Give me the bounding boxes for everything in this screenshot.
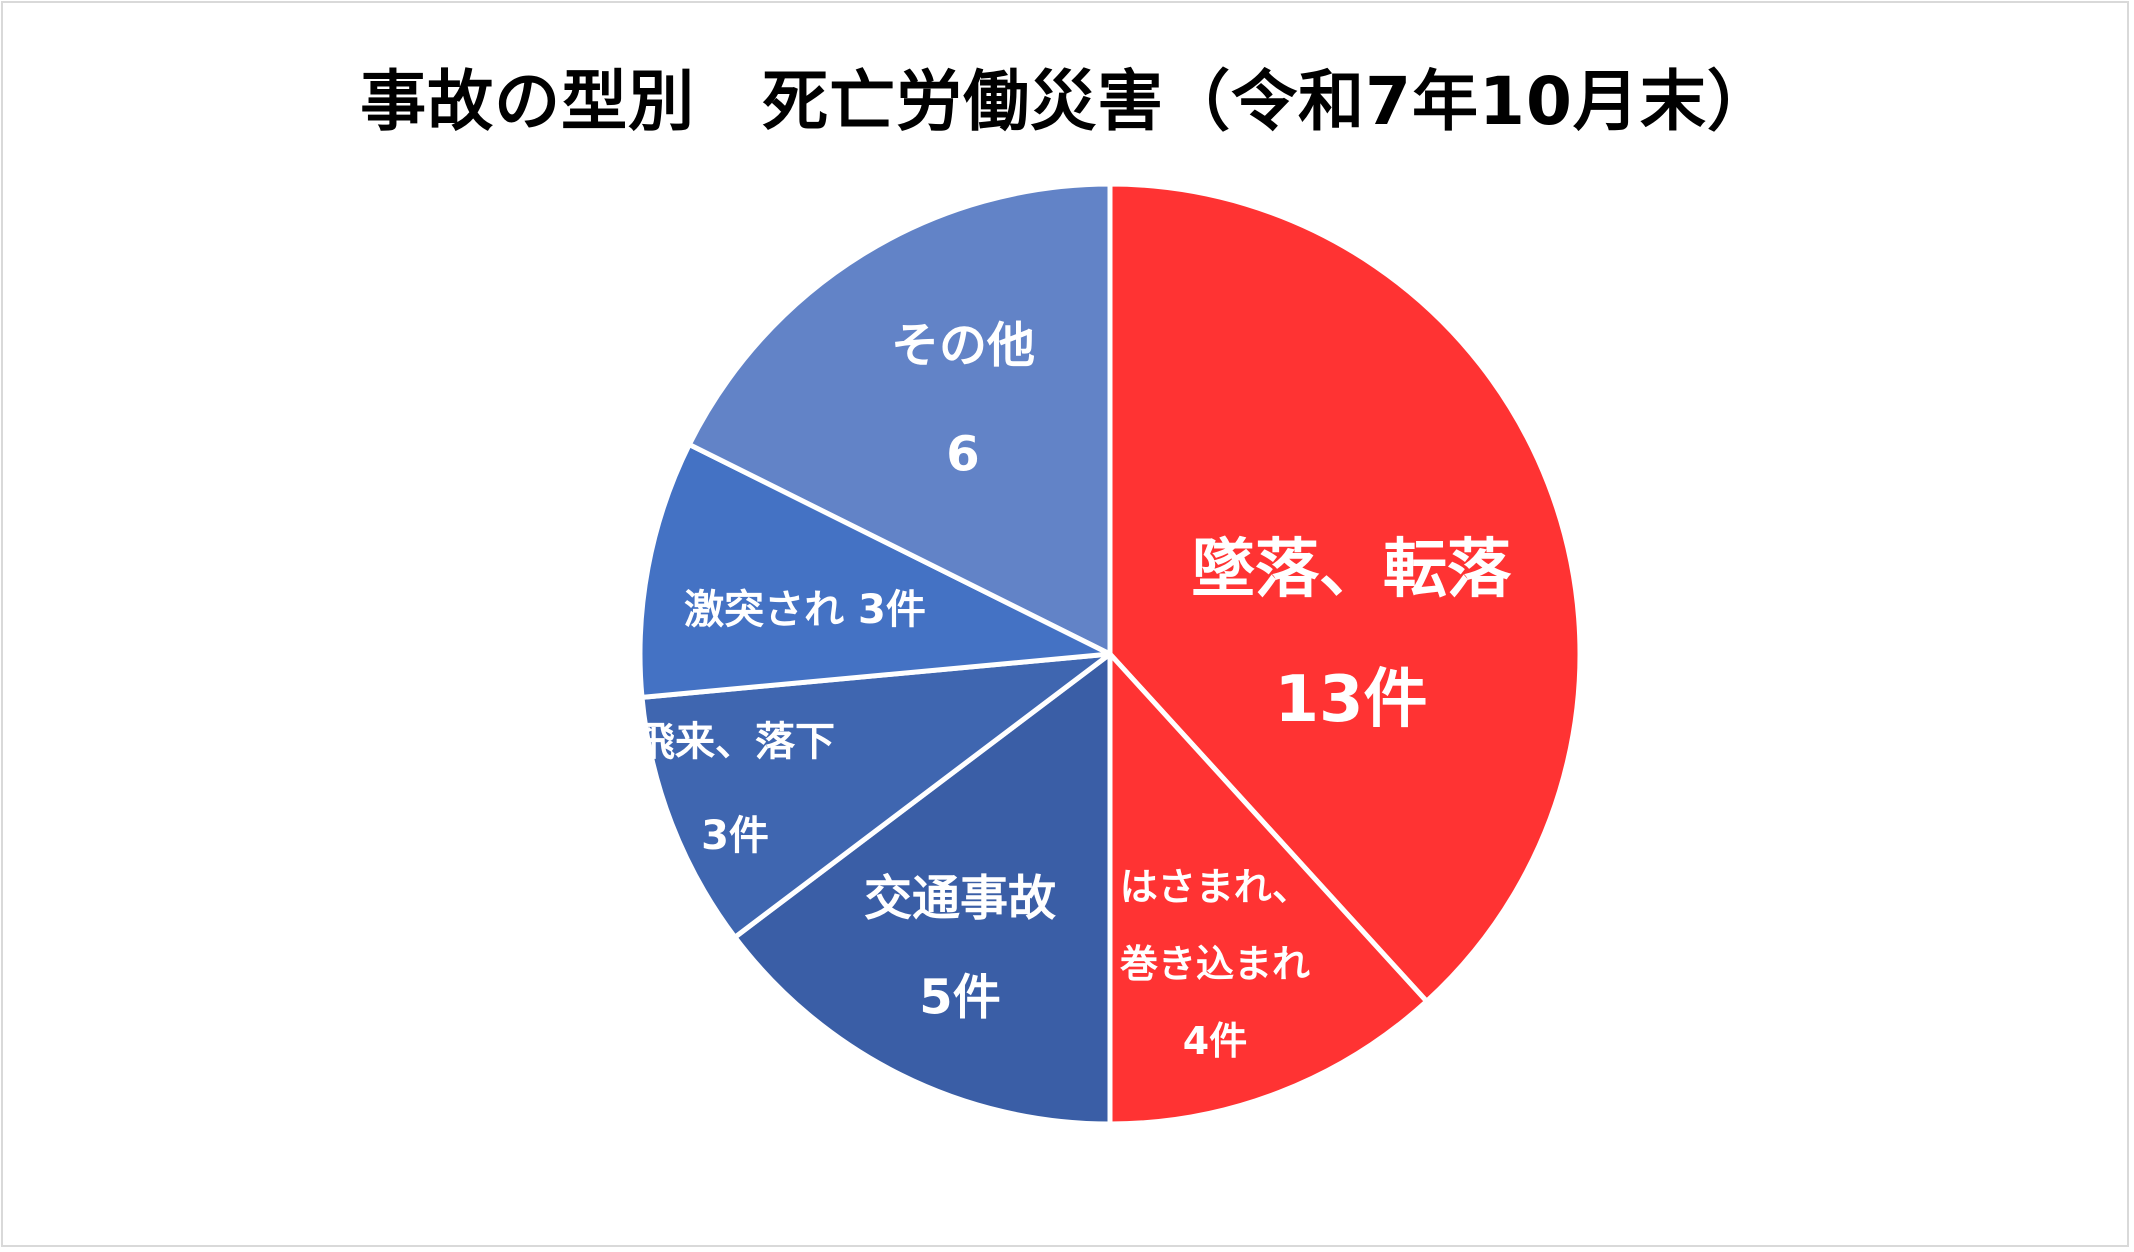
slice-label: 巻き込まれ: [1120, 942, 1310, 986]
slice-label: 4件: [1183, 1019, 1247, 1063]
slice-label: はさまれ、: [1120, 865, 1310, 909]
slice-label: 6: [946, 427, 979, 483]
slice-label: 激突され 3件: [684, 587, 926, 633]
slice-label: 墜落、転落: [1191, 533, 1512, 607]
slice-label: 5件: [919, 970, 1000, 1026]
slice-label: 交通事故: [864, 871, 1056, 927]
pie-slice: [732, 651, 1113, 1127]
pie-slice: [1107, 651, 1430, 1127]
slice-label: その他: [891, 318, 1035, 374]
pie-slice: [1107, 181, 1583, 1004]
slice-label: 飛来、落下: [635, 719, 835, 765]
chart-title: 事故の型別 死亡労働災害（令和7年10月末）: [360, 63, 1774, 140]
pie-slice: [639, 651, 1113, 940]
slice-label: 13件: [1274, 663, 1427, 737]
slice-label: 3件: [701, 813, 769, 859]
pie-slice: [686, 181, 1113, 657]
pie-slices: [637, 181, 1583, 1127]
pie-slice: [637, 442, 1113, 700]
